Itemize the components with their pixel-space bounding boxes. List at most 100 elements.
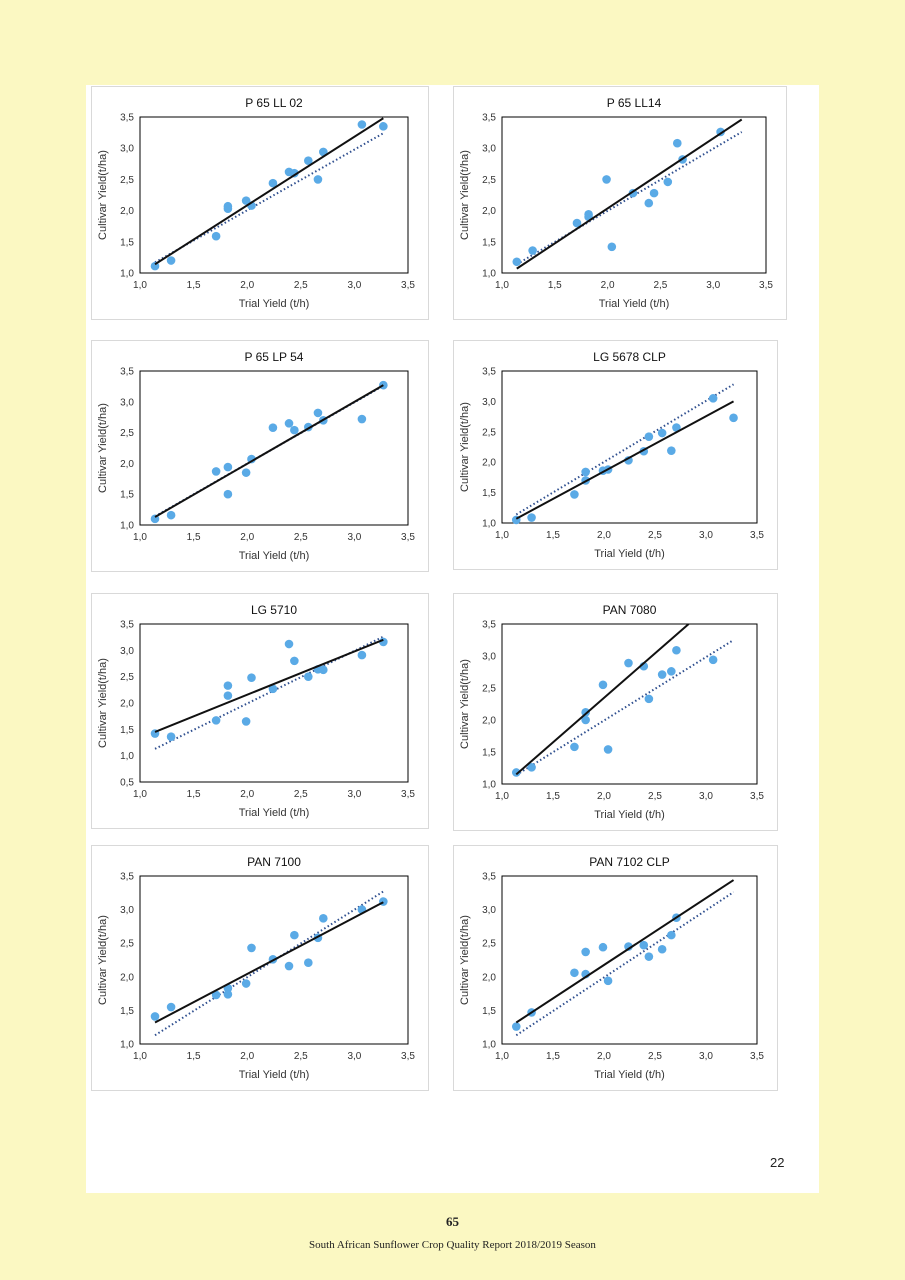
data-point — [247, 943, 256, 953]
y-tick-label: 2,5 — [120, 939, 134, 950]
data-point — [357, 414, 367, 424]
x-tick-label: 2,5 — [294, 1051, 308, 1062]
data-point — [598, 942, 608, 952]
y-tick-label: 1,5 — [482, 748, 496, 759]
x-tick-label: 3,5 — [401, 1051, 415, 1062]
chart-panel-3: LG 5678 CLP 1,0 1,5 2,0 2,5 3,0 3,5 1,0 1,5 2,0 2,… — [453, 340, 778, 570]
y-tick-label: 0,5 — [120, 778, 134, 789]
data-point — [708, 394, 718, 403]
data-point — [247, 673, 256, 683]
data-point — [268, 684, 278, 694]
y-tick-label: 3,0 — [120, 905, 134, 916]
chart-panel-2: P 65 LP 54 1,0 1,5 2,0 2,5 3,0 3,5 1,0 1,5 2,0 2,5… — [91, 340, 429, 572]
x-tick-label: 2,0 — [240, 789, 254, 800]
trend-line — [154, 901, 384, 1024]
x-tick-label: 3,0 — [347, 532, 361, 543]
x-tick-label: 2,5 — [294, 532, 308, 543]
data-point — [667, 930, 676, 940]
x-tick-label: 3,5 — [750, 791, 764, 802]
x-tick-label: 1,5 — [546, 530, 560, 541]
data-point — [304, 672, 313, 681]
data-point — [667, 667, 676, 676]
y-tick-label: 2,0 — [120, 699, 134, 710]
reference-line — [516, 131, 743, 266]
data-point — [657, 428, 667, 438]
y-tick-label: 2,5 — [482, 175, 496, 186]
plot-area — [139, 116, 409, 274]
x-axis-label: Trial Yield (t/h) — [594, 548, 665, 560]
data-point — [284, 639, 294, 649]
data-point — [667, 446, 676, 455]
x-tick-label: 3,5 — [401, 280, 415, 291]
data-point — [223, 989, 233, 999]
y-tick-label: 2,0 — [120, 459, 134, 470]
data-point — [672, 138, 682, 148]
y-axis-label: Cultivar Yield(t/ha) — [97, 150, 109, 240]
chart-title: P 65 LP 54 — [245, 350, 304, 364]
data-point — [166, 1002, 176, 1012]
reference-line — [154, 890, 384, 1037]
data-point — [729, 413, 738, 423]
y-tick-label: 3,0 — [120, 397, 134, 408]
y-tick-label: 1,0 — [120, 269, 134, 280]
chart-title: P 65 LL 02 — [245, 96, 303, 110]
y-axis-label: Cultivar Yield(t/ha) — [459, 659, 471, 749]
y-tick-label: 1,0 — [482, 1040, 496, 1051]
y-tick-label: 1,5 — [482, 488, 496, 499]
data-point — [211, 467, 221, 476]
data-point — [639, 940, 649, 950]
data-point — [268, 423, 278, 432]
data-point — [572, 218, 582, 228]
data-point — [649, 188, 659, 198]
y-tick-label: 2,0 — [482, 458, 496, 469]
data-point — [644, 694, 654, 704]
plot-area — [501, 370, 758, 524]
y-tick-label: 3,0 — [120, 144, 134, 155]
x-tick-label: 2,5 — [294, 280, 308, 291]
y-tick-label: 3,5 — [120, 872, 134, 883]
chart-title: PAN 7102 CLP — [589, 855, 670, 869]
y-tick-label: 3,5 — [482, 872, 496, 883]
data-point — [268, 178, 278, 188]
x-tick-label: 3,5 — [759, 280, 773, 291]
chart-panel-5: PAN 7080 1,0 1,5 2,0 2,5 3,0 3,5 1,0 1,5 2,0 2,5 3,… — [453, 593, 778, 831]
x-tick-label: 2,0 — [240, 532, 254, 543]
x-axis-label: Trial Yield (t/h) — [239, 298, 310, 310]
x-tick-label: 2,5 — [648, 530, 662, 541]
y-tick-label: 1,0 — [120, 751, 134, 762]
data-point — [570, 742, 579, 752]
x-tick-label: 2,0 — [597, 1051, 611, 1062]
data-point — [657, 944, 667, 954]
data-point — [166, 510, 176, 520]
y-tick-label: 2,0 — [482, 972, 496, 983]
data-point — [603, 976, 613, 986]
y-tick-label: 1,5 — [120, 237, 134, 248]
y-tick-label: 1,0 — [482, 780, 496, 791]
reference-line — [515, 639, 735, 776]
x-tick-label: 1,5 — [187, 1051, 201, 1062]
data-point — [644, 952, 654, 961]
trend-line — [516, 118, 743, 270]
y-tick-label: 2,5 — [120, 672, 134, 683]
y-tick-label: 1,0 — [120, 1040, 134, 1051]
footer-report-title: South African Sunflower Crop Quality Rep… — [309, 1239, 596, 1251]
data-point — [663, 177, 673, 187]
data-point — [304, 156, 313, 165]
data-point — [357, 650, 367, 660]
x-tick-label: 2,0 — [597, 791, 611, 802]
y-tick-label: 1,5 — [482, 237, 496, 248]
x-tick-label: 1,5 — [187, 280, 201, 291]
chart-title: PAN 7080 — [603, 603, 657, 617]
y-axis-label: Cultivar Yield(t/ha) — [459, 915, 471, 1005]
x-tick-label: 3,5 — [750, 1051, 764, 1062]
scatter-chart: PAN 7100 1,0 1,5 2,0 2,5 3,0 3,5 1,0 1,5 2,0 2,5 3,… — [97, 855, 415, 1081]
x-tick-label: 1,5 — [546, 791, 560, 802]
data-point — [644, 198, 654, 208]
y-tick-label: 2,5 — [120, 428, 134, 439]
data-point — [672, 423, 681, 432]
x-tick-label: 2,0 — [601, 280, 615, 291]
x-tick-label: 1,5 — [187, 532, 201, 543]
y-tick-label: 1,5 — [120, 1006, 134, 1017]
y-axis-label: Cultivar Yield(t/ha) — [97, 403, 109, 493]
x-tick-label: 1,0 — [495, 791, 509, 802]
